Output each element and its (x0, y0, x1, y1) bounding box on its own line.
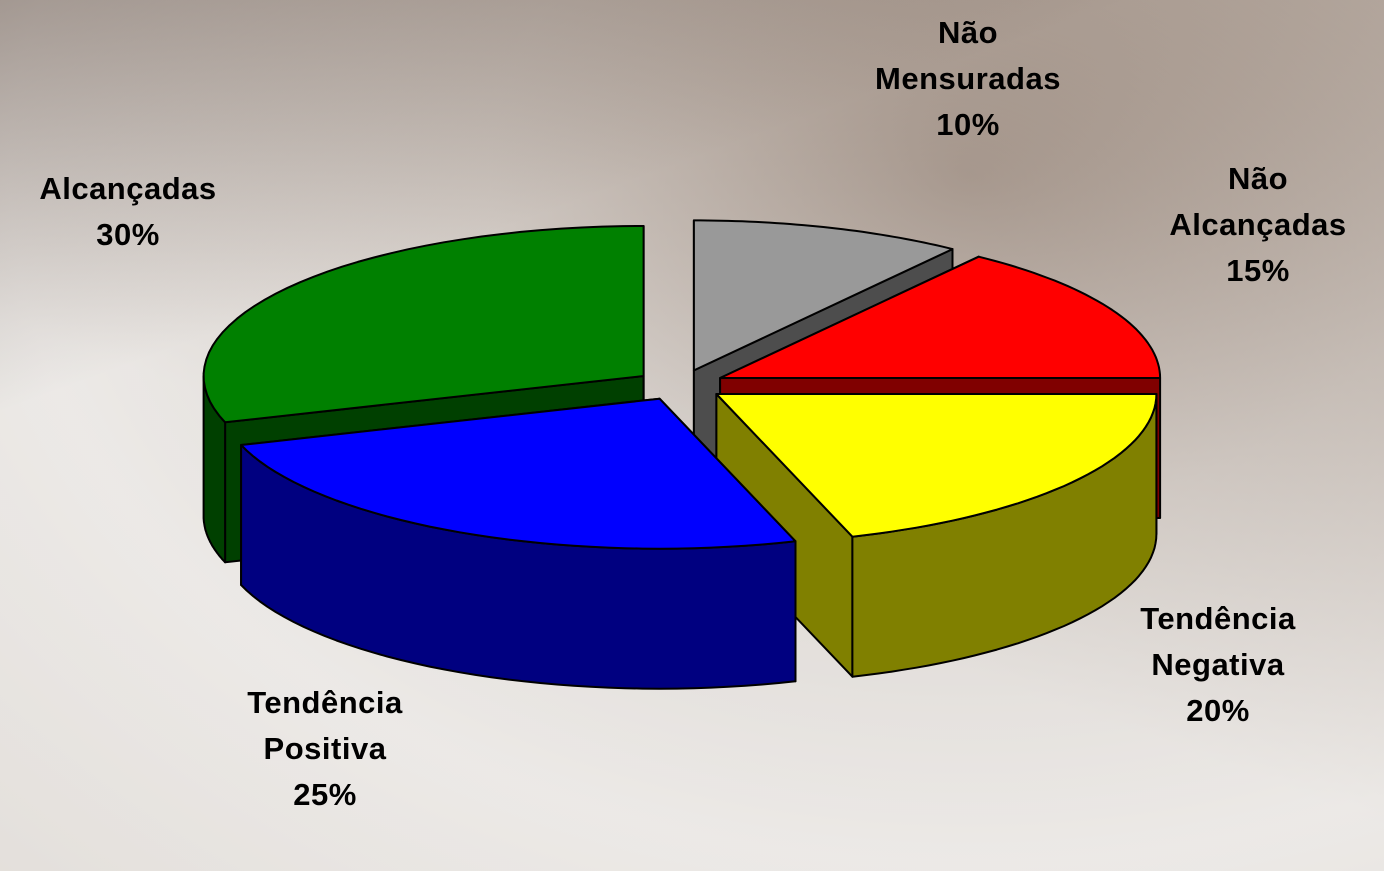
slice (692, 219, 954, 372)
slice-label: Tendência Positiva 25% (235, 680, 416, 818)
slice-label: Alcançadas 30% (28, 166, 228, 258)
category-label: Tendência Negativa (1140, 601, 1296, 682)
value-label: 25% (293, 777, 357, 812)
category-label: Não Mensuradas (875, 15, 1061, 96)
value-label: 10% (936, 107, 1000, 142)
slice (202, 225, 645, 424)
category-label: Alcançadas (39, 171, 217, 206)
slice (715, 393, 1158, 538)
value-label: 15% (1226, 253, 1290, 288)
slice (240, 397, 797, 550)
value-label: 20% (1186, 693, 1250, 728)
value-label: 30% (96, 217, 160, 252)
category-label: Não Alcançadas (1169, 161, 1347, 242)
slice-label: Não Mensuradas 10% (868, 10, 1068, 148)
slice-label: Tendência Negativa 20% (1128, 596, 1309, 734)
slice-label: Não Alcançadas 15% (1158, 156, 1358, 294)
category-label: Tendência Positiva (247, 685, 403, 766)
slice (719, 255, 1162, 379)
